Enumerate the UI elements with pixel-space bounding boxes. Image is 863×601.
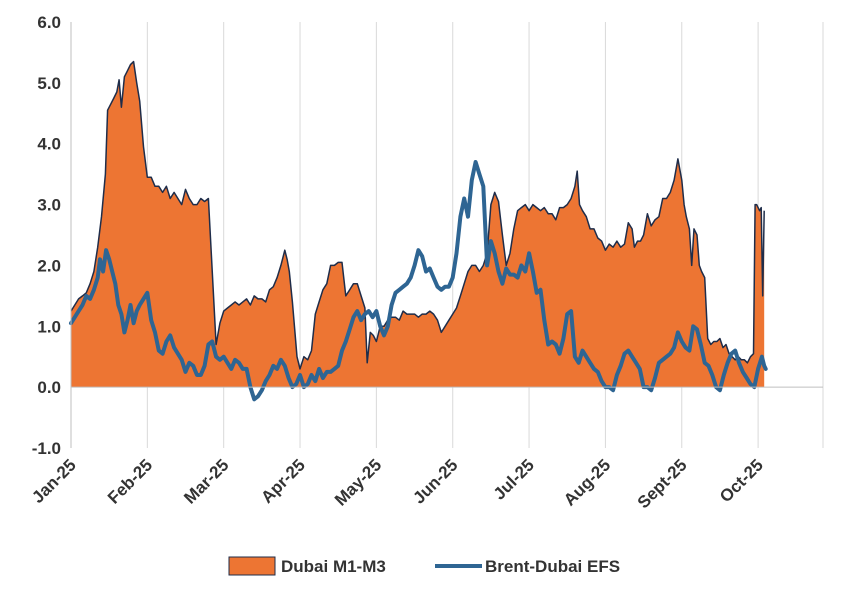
y-tick-label: 4.0 bbox=[37, 135, 61, 154]
y-tick-label: 5.0 bbox=[37, 74, 61, 93]
x-tick-labels: Jan-25 Feb-25 Mar-25 Apr-25 May-25 Jun-25 Jul-… bbox=[28, 455, 767, 512]
x-tick-label: Sept-25 bbox=[634, 455, 691, 512]
x-tick-label: Oct-25 bbox=[716, 455, 767, 506]
x-tick-label: Jul-25 bbox=[490, 455, 538, 503]
series-area-dubai-m1-m3 bbox=[71, 61, 765, 388]
x-tick-label: Jun-25 bbox=[409, 455, 461, 507]
series-line-brent-dubai-efs bbox=[69, 160, 768, 402]
legend-label-brent-dubai-efs: Brent-Dubai EFS bbox=[485, 557, 620, 576]
legend: Dubai M1-M3 Brent-Dubai EFS bbox=[228, 556, 620, 576]
x-tick-label: Apr-25 bbox=[257, 455, 309, 507]
axis-layer bbox=[70, 22, 823, 448]
legend-label-dubai-m1-m3: Dubai M1-M3 bbox=[281, 557, 386, 576]
y-tick-label: 0.0 bbox=[37, 378, 61, 397]
area-layer bbox=[70, 60, 765, 388]
line-layer bbox=[69, 160, 768, 402]
series-area-outline-dubai-m1-m3 bbox=[70, 60, 765, 370]
y-tick-label: 1.0 bbox=[37, 317, 61, 336]
x-tick-label: Feb-25 bbox=[104, 455, 156, 507]
y-tick-label: 2.0 bbox=[37, 256, 61, 275]
y-tick-label: 3.0 bbox=[37, 196, 61, 215]
y-tick-label: 6.0 bbox=[37, 13, 61, 32]
y-tick-labels: 6.0 5.0 4.0 3.0 2.0 1.0 0.0 -1.0 bbox=[32, 13, 61, 458]
x-tick-label: Jan-25 bbox=[28, 455, 80, 507]
x-tick-label: May-25 bbox=[331, 455, 385, 509]
x-tick-label: Aug-25 bbox=[560, 455, 614, 509]
x-tick-label: Mar-25 bbox=[180, 455, 232, 507]
legend-swatch-dubai-m1-m3 bbox=[228, 556, 276, 576]
y-tick-label: -1.0 bbox=[32, 439, 61, 458]
